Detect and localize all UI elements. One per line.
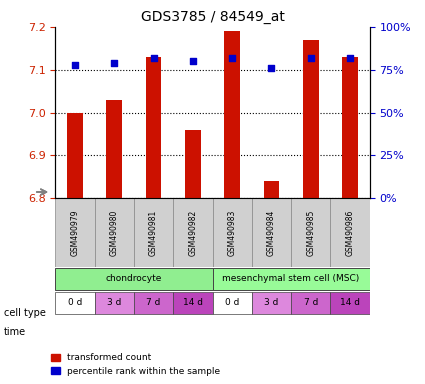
FancyBboxPatch shape	[331, 292, 370, 314]
FancyBboxPatch shape	[331, 198, 370, 267]
FancyBboxPatch shape	[291, 198, 331, 267]
Bar	[264, 181, 279, 198]
Text: 14 d: 14 d	[340, 298, 360, 307]
Text: 3 d: 3 d	[264, 298, 279, 307]
Bar	[185, 130, 201, 198]
Text: 14 d: 14 d	[183, 298, 203, 307]
Bar	[67, 113, 83, 198]
FancyBboxPatch shape	[212, 268, 370, 290]
Text: time: time	[4, 327, 26, 337]
Text: 0 d: 0 d	[225, 298, 239, 307]
Text: GSM490984: GSM490984	[267, 209, 276, 256]
Text: GSM490985: GSM490985	[306, 209, 315, 256]
FancyBboxPatch shape	[212, 292, 252, 314]
FancyBboxPatch shape	[94, 292, 134, 314]
Text: GSM490980: GSM490980	[110, 209, 119, 256]
Point	[307, 55, 314, 61]
FancyBboxPatch shape	[134, 292, 173, 314]
Point	[229, 55, 235, 61]
Text: 7 d: 7 d	[303, 298, 318, 307]
Text: 7 d: 7 d	[146, 298, 161, 307]
Text: GSM490983: GSM490983	[228, 209, 237, 256]
FancyBboxPatch shape	[252, 292, 291, 314]
FancyBboxPatch shape	[55, 198, 94, 267]
Point	[150, 55, 157, 61]
FancyBboxPatch shape	[252, 198, 291, 267]
Text: mesenchymal stem cell (MSC): mesenchymal stem cell (MSC)	[223, 275, 360, 283]
Text: 3 d: 3 d	[107, 298, 122, 307]
FancyBboxPatch shape	[134, 198, 173, 267]
FancyBboxPatch shape	[173, 292, 212, 314]
Bar	[146, 57, 162, 198]
Point	[71, 61, 78, 68]
Text: cell type: cell type	[4, 308, 46, 318]
FancyBboxPatch shape	[55, 268, 212, 290]
Bar	[303, 40, 319, 198]
FancyBboxPatch shape	[212, 198, 252, 267]
Text: 0 d: 0 d	[68, 298, 82, 307]
FancyBboxPatch shape	[94, 198, 134, 267]
Point	[347, 55, 354, 61]
Point	[268, 65, 275, 71]
Bar	[342, 57, 358, 198]
Text: GSM490982: GSM490982	[188, 209, 197, 256]
FancyBboxPatch shape	[173, 198, 212, 267]
Text: chondrocyte: chondrocyte	[106, 275, 162, 283]
FancyBboxPatch shape	[55, 292, 94, 314]
Legend: transformed count, percentile rank within the sample: transformed count, percentile rank withi…	[47, 350, 224, 379]
Bar	[224, 31, 240, 198]
Text: GSM490986: GSM490986	[346, 209, 354, 256]
Text: GSM490981: GSM490981	[149, 209, 158, 256]
Text: GSM490979: GSM490979	[71, 209, 79, 256]
Point	[190, 58, 196, 64]
Bar	[106, 100, 122, 198]
Title: GDS3785 / 84549_at: GDS3785 / 84549_at	[141, 10, 284, 25]
Point	[111, 60, 118, 66]
FancyBboxPatch shape	[291, 292, 331, 314]
